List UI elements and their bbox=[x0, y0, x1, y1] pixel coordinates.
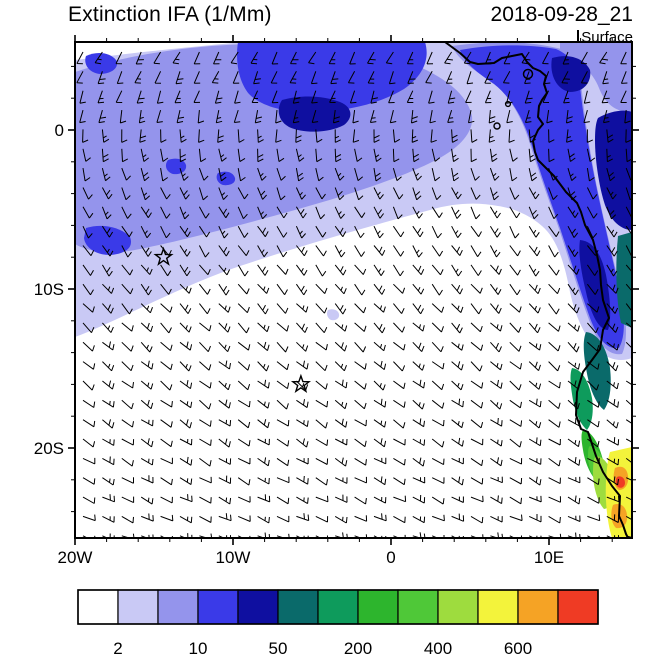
y-tick-label: 20S bbox=[34, 439, 64, 458]
colorbar-box bbox=[477, 589, 519, 625]
colorbar-label: 10 bbox=[189, 639, 208, 658]
contour-20-rightedge bbox=[595, 110, 632, 230]
colorbar-box bbox=[317, 589, 359, 625]
colorbar-box bbox=[277, 589, 319, 625]
contour-speck-b bbox=[216, 171, 236, 186]
colorbar-box bbox=[517, 589, 559, 625]
contour-10-top bbox=[237, 42, 427, 113]
colorbar-box bbox=[117, 589, 159, 625]
colorbar-box bbox=[557, 589, 599, 625]
colorbar-box bbox=[397, 589, 439, 625]
colorbar-label: 200 bbox=[344, 639, 372, 658]
x-tick-label: 10E bbox=[534, 548, 564, 567]
contour-10-west bbox=[84, 225, 132, 255]
wind-barbs bbox=[76, 51, 632, 538]
island-bioko bbox=[522, 68, 534, 80]
valid-time-label: 2018-09-28_21 bbox=[490, 3, 633, 26]
island-star-marker bbox=[290, 373, 311, 394]
map-frame bbox=[74, 41, 633, 539]
contour-10-nw bbox=[85, 52, 118, 74]
star-markers-layer bbox=[153, 246, 311, 394]
colorbar-label: 50 bbox=[269, 639, 288, 658]
coastline bbox=[444, 42, 629, 538]
colorbar-frame bbox=[77, 589, 599, 625]
colorbar-box bbox=[157, 589, 199, 625]
colorbar-label: 600 bbox=[504, 639, 532, 658]
axes-layer: 20W 10W 0 10E 0 10S 20S bbox=[34, 35, 639, 567]
coastline-layer bbox=[444, 42, 629, 538]
colorbar: 2 10 50 200 400 600 bbox=[77, 589, 599, 658]
level-tick-icon bbox=[577, 29, 580, 46]
colorbar-box bbox=[77, 589, 119, 625]
contour-2-speck bbox=[327, 309, 340, 321]
island-principe bbox=[504, 100, 512, 108]
contour-50-rightedge bbox=[616, 232, 632, 328]
colorbar-box bbox=[237, 589, 279, 625]
y-tick-label: 0 bbox=[55, 121, 64, 140]
colorbar-box bbox=[357, 589, 399, 625]
colorbar-box bbox=[437, 589, 479, 625]
island-sao-tome bbox=[493, 122, 501, 130]
contour-20-angola bbox=[579, 240, 611, 330]
island-star-marker bbox=[153, 246, 174, 266]
x-tick-label: 0 bbox=[386, 548, 395, 567]
colorbar-label: 400 bbox=[424, 639, 452, 658]
contour-100-coast bbox=[570, 368, 593, 430]
contour-50-coast bbox=[583, 332, 611, 410]
colorbar-label: 2 bbox=[113, 639, 122, 658]
x-tick-label: 20W bbox=[58, 548, 93, 567]
wind-barbs-layer bbox=[76, 51, 632, 538]
x-tick-label: 10W bbox=[216, 548, 251, 567]
y-tick-label: 10S bbox=[34, 280, 64, 299]
plot-title: Extinction IFA (1/Mm) bbox=[68, 3, 272, 26]
contour-20-gulf bbox=[551, 56, 591, 92]
colorbar-box bbox=[197, 589, 239, 625]
